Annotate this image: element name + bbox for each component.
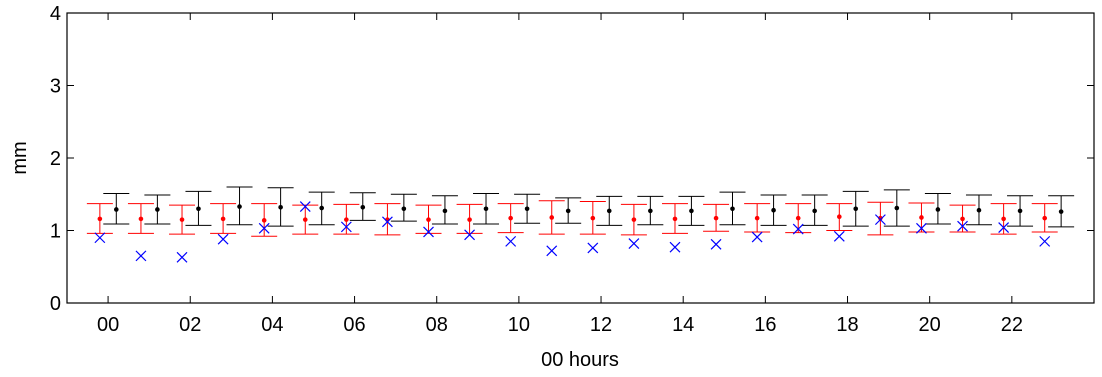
x-marker-point xyxy=(833,230,845,242)
x-tick-label: 22 xyxy=(1001,314,1023,336)
dot-marker-point xyxy=(237,204,242,209)
dot-marker-point xyxy=(1042,215,1048,221)
dot-marker-point xyxy=(442,208,448,214)
dot-marker-point xyxy=(894,205,900,211)
x-axis-ticks: 00 02 04 06 08 10 12 14 16 18 20 22 xyxy=(97,13,1023,336)
x-marker-point xyxy=(1039,235,1051,247)
x-marker-point xyxy=(381,216,393,228)
dot-marker-point xyxy=(1017,208,1023,214)
dot-marker-point xyxy=(360,205,366,210)
y-tick-label: 4 xyxy=(50,3,61,25)
dot-marker-point xyxy=(261,218,267,223)
x-marker-point xyxy=(669,241,681,253)
x-tick-label: 06 xyxy=(343,314,365,336)
dot-marker-point xyxy=(196,206,201,212)
x-marker-point xyxy=(916,222,927,234)
x-marker-point xyxy=(217,233,229,245)
dot-marker-point xyxy=(565,208,571,214)
dot-marker-point xyxy=(771,207,776,213)
y-tick-label: 3 xyxy=(50,76,61,98)
dot-marker-point xyxy=(344,217,349,222)
dot-marker-point xyxy=(138,216,144,222)
x-marker-point xyxy=(505,235,517,247)
x-marker-point xyxy=(628,238,640,249)
x-tick-label: 10 xyxy=(508,314,530,336)
dot-marker-point xyxy=(713,215,719,221)
x-marker-point xyxy=(176,251,188,263)
x-marker-point xyxy=(998,222,1010,234)
dot-marker-point xyxy=(179,217,185,222)
x-marker-point xyxy=(957,220,968,232)
x-marker-point xyxy=(135,250,147,262)
dot-marker-point xyxy=(483,206,489,212)
dot-marker-point xyxy=(155,207,160,212)
dot-marker-point xyxy=(590,215,596,221)
x-tick-label: 00 xyxy=(97,314,119,336)
dot-marker-point xyxy=(812,208,817,214)
dot-marker-point xyxy=(960,216,965,222)
x-marker-point xyxy=(587,242,599,254)
x-tick-label: 14 xyxy=(672,314,694,336)
data-marks xyxy=(86,186,1075,263)
dot-marker-point xyxy=(97,216,103,222)
x-marker-point xyxy=(751,231,763,243)
x-marker-point xyxy=(299,201,311,212)
y-axis-label: mm xyxy=(9,141,31,174)
y-tick-label: 2 xyxy=(50,148,61,170)
dot-marker-point xyxy=(302,217,308,222)
x-tick-label: 02 xyxy=(179,314,201,336)
dot-marker-point xyxy=(319,205,324,211)
dot-marker-point xyxy=(220,216,226,222)
dot-marker-point xyxy=(837,214,842,220)
dot-marker-point xyxy=(606,208,612,214)
x-marker-point xyxy=(94,232,106,244)
x-marker-point xyxy=(710,238,722,250)
plot-area xyxy=(66,12,1095,304)
dot-marker-point xyxy=(1058,209,1064,214)
dot-marker-point xyxy=(524,206,530,212)
dot-marker-point xyxy=(113,207,119,212)
dot-marker-point xyxy=(976,207,982,213)
x-marker-point xyxy=(464,229,476,241)
dot-marker-point xyxy=(648,208,653,214)
y-axis-ticks: 0 1 2 3 4 xyxy=(50,3,1094,315)
dot-marker-point xyxy=(754,215,760,221)
dot-marker-point xyxy=(631,217,637,222)
dot-marker-point xyxy=(508,215,513,221)
y-tick-label: 1 xyxy=(50,221,61,243)
x-axis-label: 00 hours xyxy=(541,349,619,371)
dot-marker-point xyxy=(795,215,801,221)
dot-marker-point xyxy=(467,217,472,222)
x-tick-label: 18 xyxy=(836,314,858,336)
dot-marker-point xyxy=(935,207,941,212)
x-tick-label: 20 xyxy=(919,314,941,336)
x-marker-point xyxy=(874,214,886,226)
dot-marker-point xyxy=(401,206,407,212)
dot-marker-point xyxy=(878,215,883,221)
dot-marker-point xyxy=(278,205,283,210)
x-tick-label: 12 xyxy=(590,314,612,336)
dot-marker-point xyxy=(672,216,678,222)
dot-marker-point xyxy=(426,217,431,222)
dot-marker-point xyxy=(1001,216,1006,222)
dot-marker-point xyxy=(549,215,555,220)
x-tick-label: 04 xyxy=(261,314,283,336)
x-marker-point xyxy=(423,226,434,238)
dot-marker-point xyxy=(730,206,735,212)
dot-marker-point xyxy=(689,208,694,214)
x-marker-point xyxy=(792,223,804,235)
dot-marker-point xyxy=(853,206,859,212)
dot-marker-point xyxy=(919,215,924,220)
x-marker-point xyxy=(546,245,558,257)
x-marker-point xyxy=(340,221,352,233)
x-marker-point xyxy=(258,222,270,234)
x-tick-label: 16 xyxy=(754,314,776,336)
x-tick-label: 08 xyxy=(426,314,448,336)
y-tick-label: 0 xyxy=(50,293,61,315)
